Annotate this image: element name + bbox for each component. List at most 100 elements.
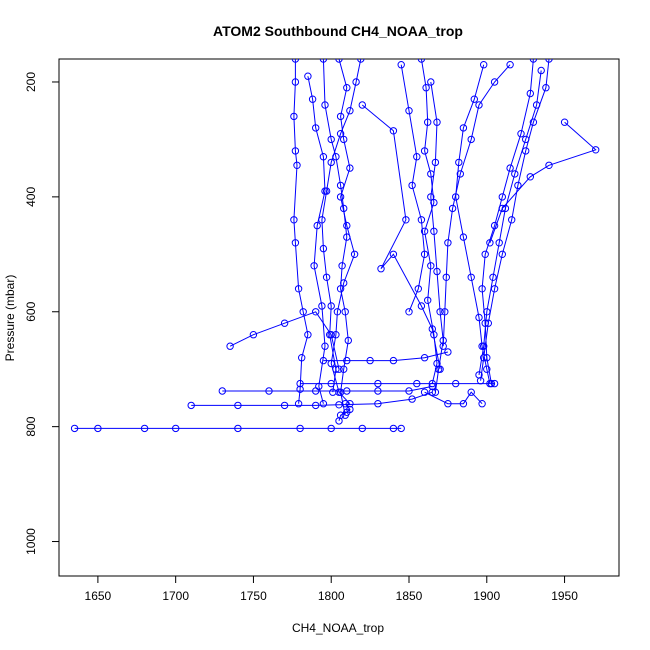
data-point	[290, 112, 298, 121]
data-point	[542, 84, 550, 92]
data-point	[291, 59, 300, 63]
series-layer	[70, 59, 600, 433]
data-point	[340, 365, 348, 373]
data-point	[433, 118, 441, 126]
data-point	[377, 265, 385, 273]
data-point	[312, 308, 320, 316]
data-point	[374, 387, 382, 395]
series-line	[361, 104, 441, 370]
series-profile	[478, 59, 538, 388]
data-point	[346, 400, 354, 408]
data-point	[319, 356, 328, 365]
y-tick-label: 200	[24, 72, 38, 92]
data-point	[374, 400, 382, 408]
data-point	[470, 95, 478, 103]
data-point	[312, 401, 320, 410]
data-point	[529, 118, 538, 126]
series-profile	[335, 400, 354, 425]
data-point	[489, 273, 497, 281]
data-point	[389, 127, 398, 135]
data-point	[319, 59, 328, 63]
data-point	[428, 325, 436, 333]
data-point	[346, 107, 354, 115]
series-profile	[420, 388, 486, 408]
data-point	[498, 250, 506, 259]
data-point	[427, 193, 435, 201]
series-line	[322, 59, 349, 416]
y-tick-label: 800	[24, 416, 38, 436]
data-point	[422, 84, 430, 92]
data-point	[417, 302, 426, 310]
data-point	[397, 424, 405, 433]
data-point	[234, 401, 242, 410]
data-point	[480, 60, 488, 69]
data-point	[294, 285, 303, 293]
data-point	[234, 424, 242, 433]
data-point	[343, 356, 351, 365]
data-point	[560, 118, 569, 126]
data-point	[327, 424, 335, 433]
series-line	[480, 59, 550, 381]
data-point	[340, 279, 348, 287]
data-point	[335, 59, 343, 63]
data-point	[389, 424, 398, 433]
data-point	[480, 342, 488, 350]
data-point	[346, 164, 354, 172]
series-profile	[427, 78, 447, 396]
data-point	[478, 285, 486, 293]
data-point	[480, 354, 488, 362]
data-point	[490, 78, 499, 86]
y-axis: 200 400 600 800 1000	[24, 72, 59, 555]
data-point	[514, 181, 522, 190]
data-point	[420, 354, 429, 362]
data-point	[293, 161, 301, 170]
data-point	[312, 124, 320, 132]
data-point	[427, 78, 435, 86]
y-tick-label: 600	[24, 301, 38, 321]
data-point	[298, 354, 306, 362]
data-point	[486, 239, 494, 247]
data-point	[321, 342, 329, 350]
data-point	[336, 130, 345, 138]
data-point	[424, 296, 432, 304]
data-point	[333, 308, 342, 316]
data-point	[296, 379, 304, 388]
series-profile	[218, 382, 436, 395]
data-point	[498, 204, 506, 213]
data-point	[448, 204, 457, 213]
data-point	[545, 161, 553, 170]
data-point	[343, 387, 351, 395]
data-point	[397, 60, 405, 69]
data-point	[329, 388, 337, 396]
data-point	[299, 308, 307, 316]
data-point	[420, 250, 429, 259]
data-point	[280, 401, 289, 410]
series-profile	[486, 118, 600, 247]
series-line	[338, 403, 351, 422]
data-point	[444, 348, 452, 356]
data-point	[290, 216, 298, 224]
series-profile	[327, 59, 359, 408]
series-line	[321, 59, 362, 393]
data-point	[526, 89, 534, 98]
series-profile	[226, 308, 343, 373]
data-point	[532, 101, 541, 109]
data-point	[343, 84, 351, 92]
series-line	[481, 59, 534, 384]
data-point	[413, 153, 421, 161]
data-point	[304, 72, 312, 80]
x-tick-label: 1850	[396, 589, 423, 603]
data-point	[545, 59, 553, 63]
data-point	[408, 181, 416, 190]
data-point	[327, 135, 335, 144]
data-point	[310, 262, 318, 270]
data-point	[327, 379, 335, 388]
data-point	[522, 135, 530, 144]
data-point	[405, 387, 413, 395]
series-line	[455, 64, 491, 384]
data-point	[498, 193, 506, 201]
data-point	[511, 170, 519, 178]
data-point	[417, 59, 426, 63]
data-point	[529, 59, 538, 63]
data-point	[312, 387, 320, 395]
